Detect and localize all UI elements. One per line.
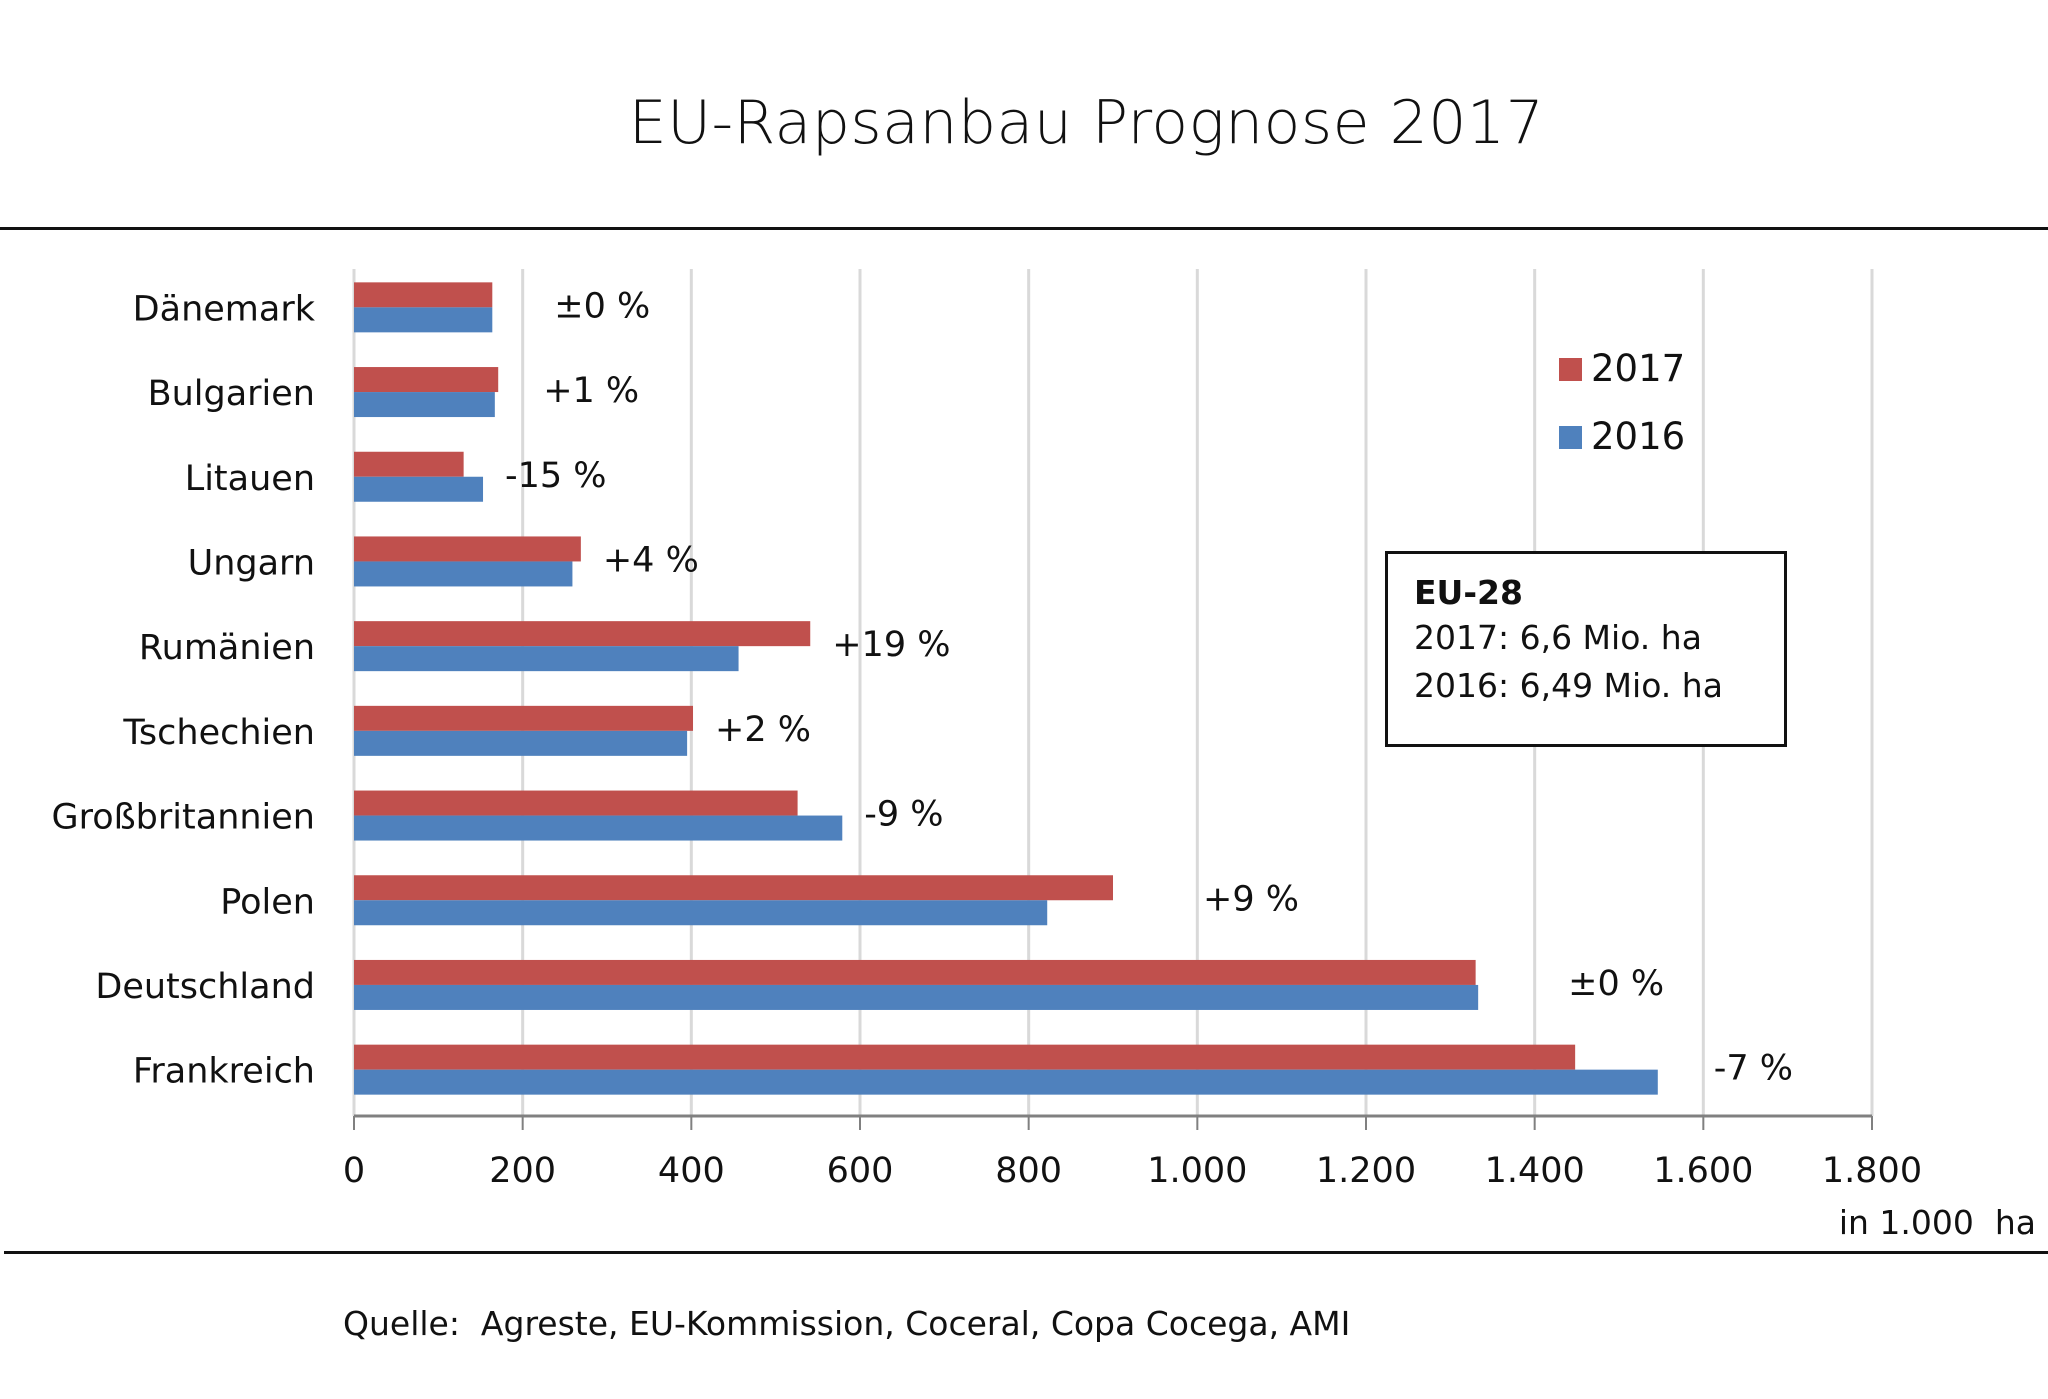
- bar-2017: [354, 705, 694, 731]
- x-tick-label: 1.400: [1485, 1151, 1585, 1191]
- change-label: ±0 %: [554, 286, 650, 326]
- x-tick-label: 400: [658, 1151, 725, 1191]
- bar-2017: [354, 367, 499, 393]
- x-axis-unit-label: in 1.000 ha: [1839, 1203, 2036, 1242]
- bar-2016: [354, 307, 493, 333]
- bar-2017: [354, 282, 493, 308]
- change-label: -15 %: [505, 456, 607, 496]
- change-label: +2 %: [715, 710, 811, 750]
- bar-2017: [354, 1044, 1576, 1070]
- legend-swatch-2017: [1559, 358, 1582, 381]
- summary-line-2016: 2016: 6,49 Mio. ha: [1414, 666, 1723, 705]
- bar-2016: [354, 730, 688, 756]
- category-label: Litauen: [185, 459, 315, 499]
- bar-2016: [354, 815, 843, 841]
- legend-label-2016: 2016: [1591, 415, 1685, 458]
- x-tick-label: 600: [827, 1151, 894, 1191]
- summary-line-2017: 2017: 6,6 Mio. ha: [1414, 618, 1702, 657]
- change-label: +19 %: [832, 625, 950, 665]
- chart-title: EU-Rapsanbau Prognose 2017: [628, 88, 1545, 158]
- summary-heading: EU-28: [1414, 573, 1523, 612]
- legend: 2017 2016: [1559, 347, 1685, 458]
- bar-2016: [354, 646, 739, 672]
- category-label: Tschechien: [122, 713, 315, 753]
- category-label: Großbritannien: [51, 798, 315, 838]
- bar-2017: [354, 621, 811, 647]
- bars: [354, 282, 1658, 1095]
- change-label: -7 %: [1714, 1049, 1793, 1089]
- change-label: +1 %: [543, 371, 639, 411]
- bar-2017: [354, 790, 798, 816]
- change-label: -9 %: [864, 795, 943, 835]
- legend-label-2017: 2017: [1591, 347, 1685, 390]
- category-label: Dänemark: [133, 289, 316, 329]
- change-labels: ±0 % +1 % -15 % +4 % +19 % +2 % -9 % +9 % ±0 % -7…: [505, 286, 1793, 1088]
- x-axis: 0 200 400 600 800 1.000 1.200 1.400 1.600 1.800: [343, 1114, 1922, 1191]
- change-label: ±0 %: [1568, 964, 1664, 1004]
- x-tick-label: 1.800: [1822, 1151, 1922, 1191]
- source-note: Quelle: Agreste, EU-Kommission, Coceral,…: [343, 1304, 1351, 1343]
- x-tick-label: 1.600: [1653, 1151, 1753, 1191]
- category-label: Deutschland: [95, 967, 315, 1007]
- x-tick-label: 0: [343, 1151, 365, 1191]
- bar-2016: [354, 476, 484, 502]
- change-label: +4 %: [603, 540, 699, 580]
- category-label: Ungarn: [188, 543, 315, 583]
- bar-2016: [354, 900, 1048, 926]
- bar-2016: [354, 1069, 1658, 1095]
- category-labels: Dänemark Bulgarien Litauen Ungarn Rumänien Ts…: [51, 289, 315, 1091]
- top-divider: [0, 227, 2048, 230]
- bar-2017: [354, 959, 1476, 985]
- x-tick-label: 1.000: [1147, 1151, 1247, 1191]
- bar-2016: [354, 392, 495, 418]
- bar-2017: [354, 536, 581, 562]
- bottom-divider: [4, 1251, 2048, 1254]
- category-label: Frankreich: [133, 1052, 315, 1092]
- bar-2016: [354, 561, 573, 587]
- bar-2016: [354, 984, 1479, 1010]
- x-tick-label: 200: [489, 1151, 556, 1191]
- legend-swatch-2016: [1559, 426, 1582, 449]
- category-label: Polen: [220, 882, 315, 922]
- bar-2017: [354, 451, 464, 477]
- x-tick-label: 1.200: [1316, 1151, 1416, 1191]
- bar-2017: [354, 875, 1113, 901]
- category-label: Rumänien: [139, 628, 315, 668]
- category-label: Bulgarien: [148, 374, 315, 414]
- x-tick-label: 800: [995, 1151, 1062, 1191]
- change-label: +9 %: [1203, 879, 1299, 919]
- eu28-summary-box: EU-28 2017: 6,6 Mio. ha 2016: 6,49 Mio. …: [1385, 551, 1787, 747]
